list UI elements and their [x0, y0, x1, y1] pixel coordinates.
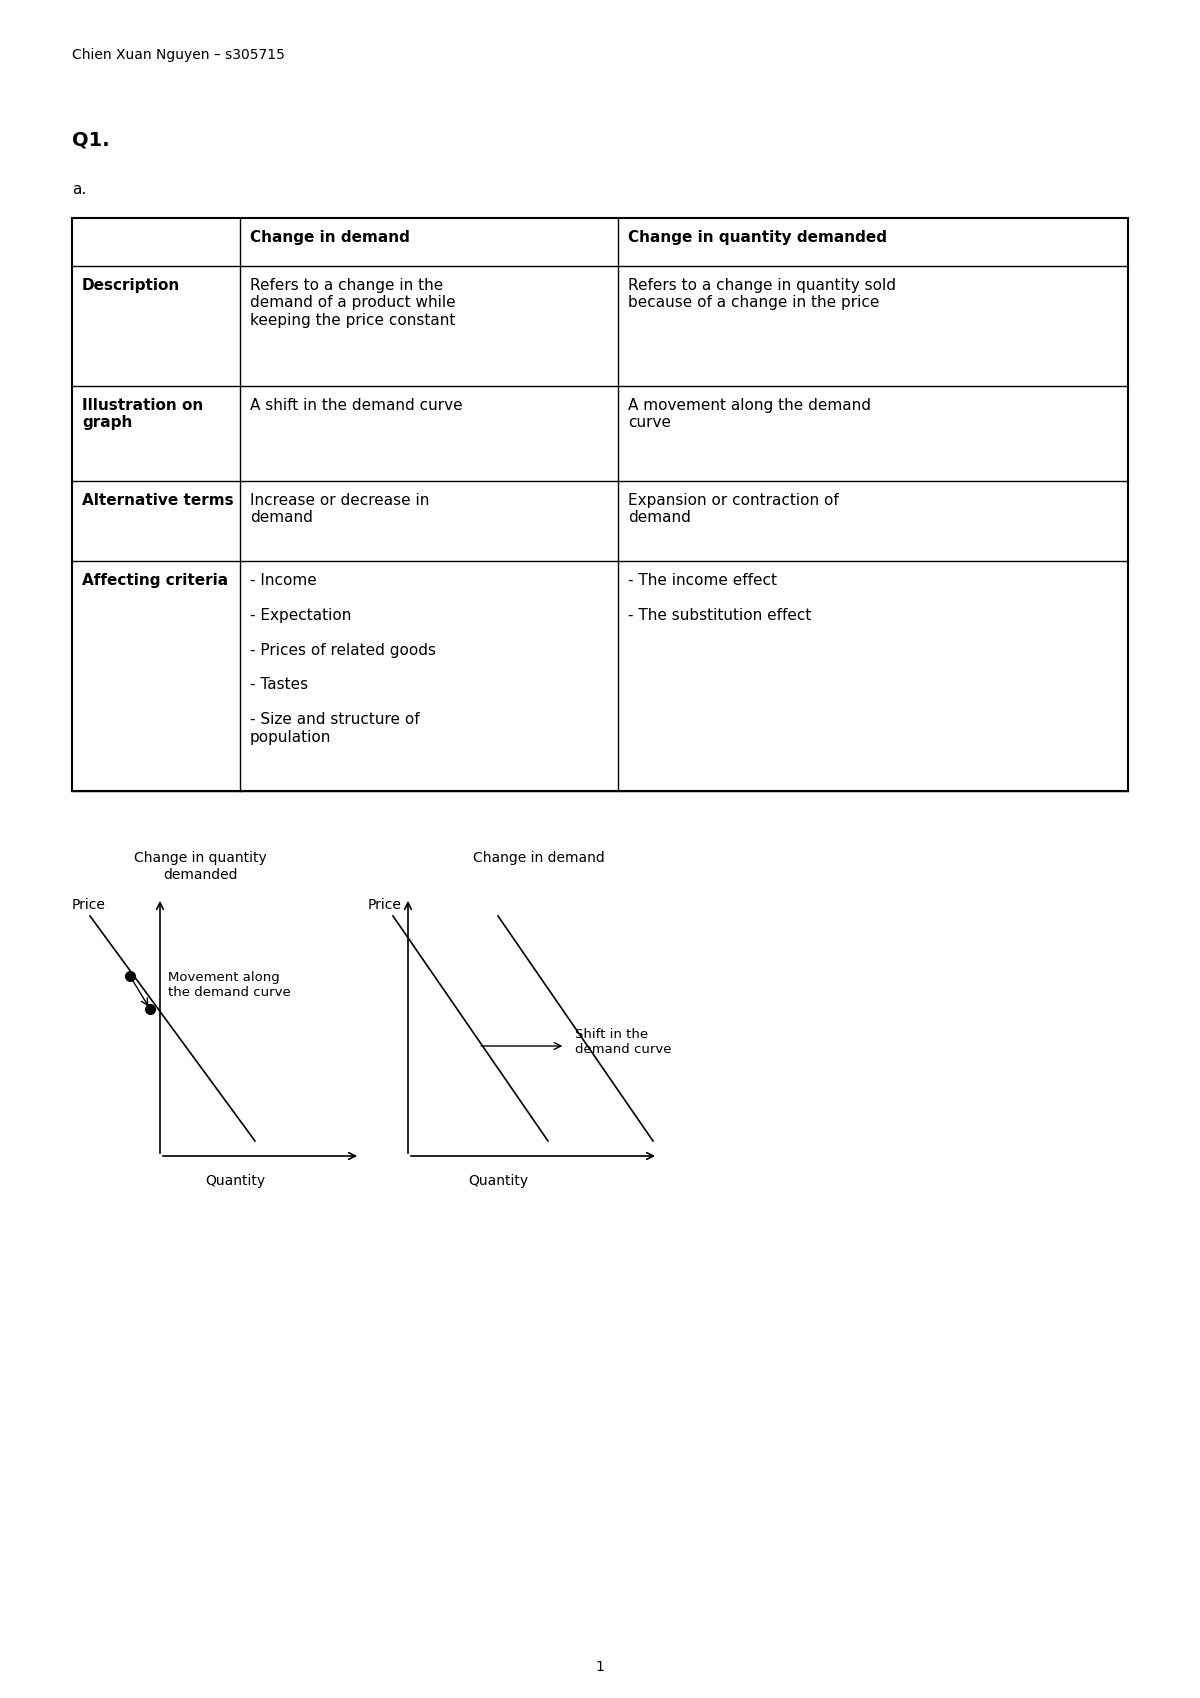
Text: A movement along the demand
curve: A movement along the demand curve	[628, 397, 871, 430]
Text: Q1.: Q1.	[72, 131, 109, 149]
Text: Price: Price	[368, 898, 402, 912]
Text: - Income

- Expectation

- Prices of related goods

- Tastes

- Size and structu: - Income - Expectation - Prices of relat…	[250, 572, 436, 745]
Text: Increase or decrease in
demand: Increase or decrease in demand	[250, 492, 430, 525]
Text: - The income effect

- The substitution effect: - The income effect - The substitution e…	[628, 572, 811, 623]
Text: Illustration on
graph: Illustration on graph	[82, 397, 203, 430]
Text: Movement along
the demand curve: Movement along the demand curve	[168, 971, 290, 998]
Text: Change in quantity: Change in quantity	[133, 851, 266, 864]
Text: Quantity: Quantity	[468, 1173, 528, 1189]
Text: Affecting criteria: Affecting criteria	[82, 572, 228, 588]
Text: Refers to a change in the
demand of a product while
keeping the price constant: Refers to a change in the demand of a pr…	[250, 278, 456, 328]
Text: Change in demand: Change in demand	[250, 229, 410, 245]
Text: 1: 1	[595, 1661, 605, 1674]
Text: Expansion or contraction of
demand: Expansion or contraction of demand	[628, 492, 839, 525]
Text: Price: Price	[72, 898, 106, 912]
Text: Alternative terms: Alternative terms	[82, 492, 234, 508]
Text: Quantity: Quantity	[205, 1173, 265, 1189]
Text: a.: a.	[72, 182, 86, 197]
Text: Change in demand: Change in demand	[473, 851, 605, 864]
Text: Description: Description	[82, 278, 180, 294]
Text: Shift in the
demand curve: Shift in the demand curve	[575, 1027, 672, 1056]
Text: A shift in the demand curve: A shift in the demand curve	[250, 397, 463, 413]
Text: Refers to a change in quantity sold
because of a change in the price: Refers to a change in quantity sold beca…	[628, 278, 896, 311]
Text: Change in quantity demanded: Change in quantity demanded	[628, 229, 887, 245]
Text: Chien Xuan Nguyen – s305715: Chien Xuan Nguyen – s305715	[72, 48, 284, 63]
Text: demanded: demanded	[163, 868, 238, 881]
